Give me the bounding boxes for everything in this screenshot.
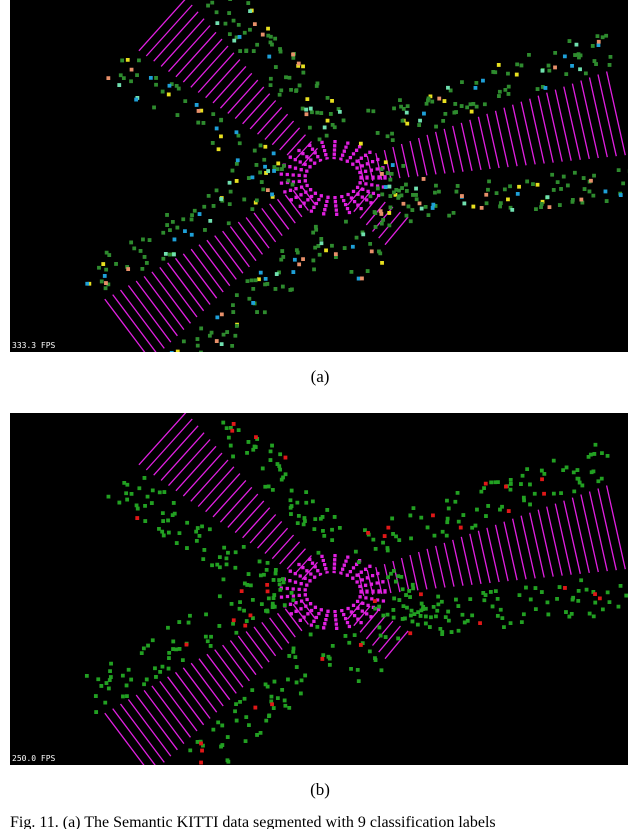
points <box>117 9 582 347</box>
point-cloud-image: 333.3 FPS <box>10 0 628 352</box>
figure-caption: Fig. 11. (a) The Semantic KITTI data seg… <box>10 814 496 829</box>
point-cloud <box>85 0 628 352</box>
points <box>104 413 626 765</box>
points <box>104 0 626 352</box>
ego-vehicle-gap <box>310 159 354 195</box>
subfigure-label: (b) <box>310 780 330 799</box>
point-cloud <box>84 413 628 765</box>
subfigure-label: (a) <box>310 367 330 386</box>
points <box>84 420 628 764</box>
fps-label: 250.0 FPS <box>12 754 56 763</box>
fps-label: 333.3 FPS <box>12 341 56 350</box>
points <box>135 422 602 765</box>
ego-vehicle-gap <box>310 573 354 609</box>
points <box>85 35 623 352</box>
points <box>104 22 601 343</box>
point-cloud-image: 250.0 FPS <box>10 413 628 765</box>
